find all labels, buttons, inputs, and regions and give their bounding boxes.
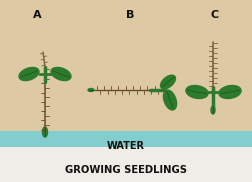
- Polygon shape: [42, 127, 47, 137]
- Polygon shape: [218, 86, 240, 98]
- Polygon shape: [185, 86, 207, 98]
- Polygon shape: [210, 106, 214, 114]
- Text: WATER: WATER: [107, 141, 144, 151]
- Polygon shape: [19, 68, 39, 81]
- Polygon shape: [51, 68, 71, 81]
- Text: GROWING SEEDLINGS: GROWING SEEDLINGS: [65, 165, 186, 175]
- Bar: [0, 131, 252, 147]
- Bar: [0, 0, 252, 147]
- Text: B: B: [125, 10, 134, 20]
- Text: A: A: [33, 10, 41, 20]
- Text: C: C: [210, 10, 218, 20]
- Bar: [0, 147, 252, 182]
- Polygon shape: [160, 75, 175, 89]
- Polygon shape: [163, 90, 176, 110]
- Polygon shape: [88, 88, 94, 92]
